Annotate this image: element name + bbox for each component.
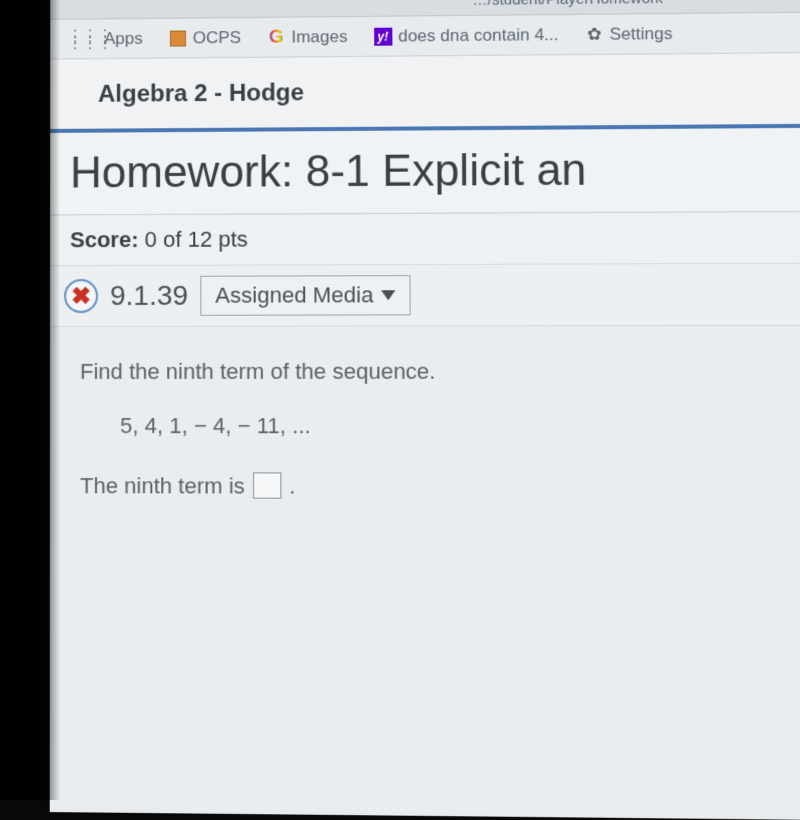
question-number: 9.1.39 [110,280,188,312]
bookmark-settings[interactable]: ✿ Settings [585,24,673,45]
course-row: Algebra 2 - Hodge [50,53,800,129]
bookmark-images[interactable]: G Images [267,27,347,48]
google-g-icon: G [267,28,285,46]
bookmark-ocps-label: OCPS [193,28,241,48]
ocps-icon [169,29,187,47]
chevron-down-icon [382,290,396,300]
gear-icon: ✿ [585,25,604,43]
score-row: Score: 0 of 12 pts [50,212,800,266]
score-label: Score: [70,227,139,252]
yahoo-icon: y! [374,27,392,45]
sequence-text: 5, 4, 1, − 4, − 11, ... [80,405,800,448]
answer-line: The ninth term is . [80,465,800,509]
bookmark-bar: ⋮⋮⋮⋮⋮⋮ Apps OCPS G Images y! does dna co… [50,13,800,60]
bookmark-yahoo-label: does dna contain 4... [398,25,559,46]
homework-title: Homework: 8-1 Explicit an [50,128,800,216]
assigned-media-label: Assigned Media [215,282,373,308]
bookmark-settings-label: Settings [610,24,673,45]
bookmark-ocps[interactable]: OCPS [169,28,241,49]
status-badge-incorrect: ✖ [64,279,98,313]
question-body: Find the ninth term of the sequence. 5, … [50,326,800,817]
url-fragment: …/student/PlayerHomework [472,0,663,9]
course-title: Algebra 2 - Hodge [98,79,304,107]
bookmark-yahoo[interactable]: y! does dna contain 4... [374,25,559,47]
bookmark-images-label: Images [291,27,347,47]
answer-label: The ninth term is [80,465,245,507]
question-header: ✖ 9.1.39 Assigned Media [50,264,800,327]
question-prompt: Find the ninth term of the sequence. [80,350,800,393]
x-icon: ✖ [71,282,91,311]
apps-grid-icon: ⋮⋮⋮⋮⋮⋮ [80,30,98,48]
assigned-media-button[interactable]: Assigned Media [200,275,411,316]
answer-input[interactable] [253,473,281,499]
bookmark-apps[interactable]: ⋮⋮⋮⋮⋮⋮ Apps [80,28,143,48]
screen: …/student/PlayerHomework ⋮⋮⋮⋮⋮⋮ Apps OCP… [50,0,800,820]
bookmark-apps-label: Apps [104,28,143,48]
score-value: 0 of 12 pts [145,227,248,252]
